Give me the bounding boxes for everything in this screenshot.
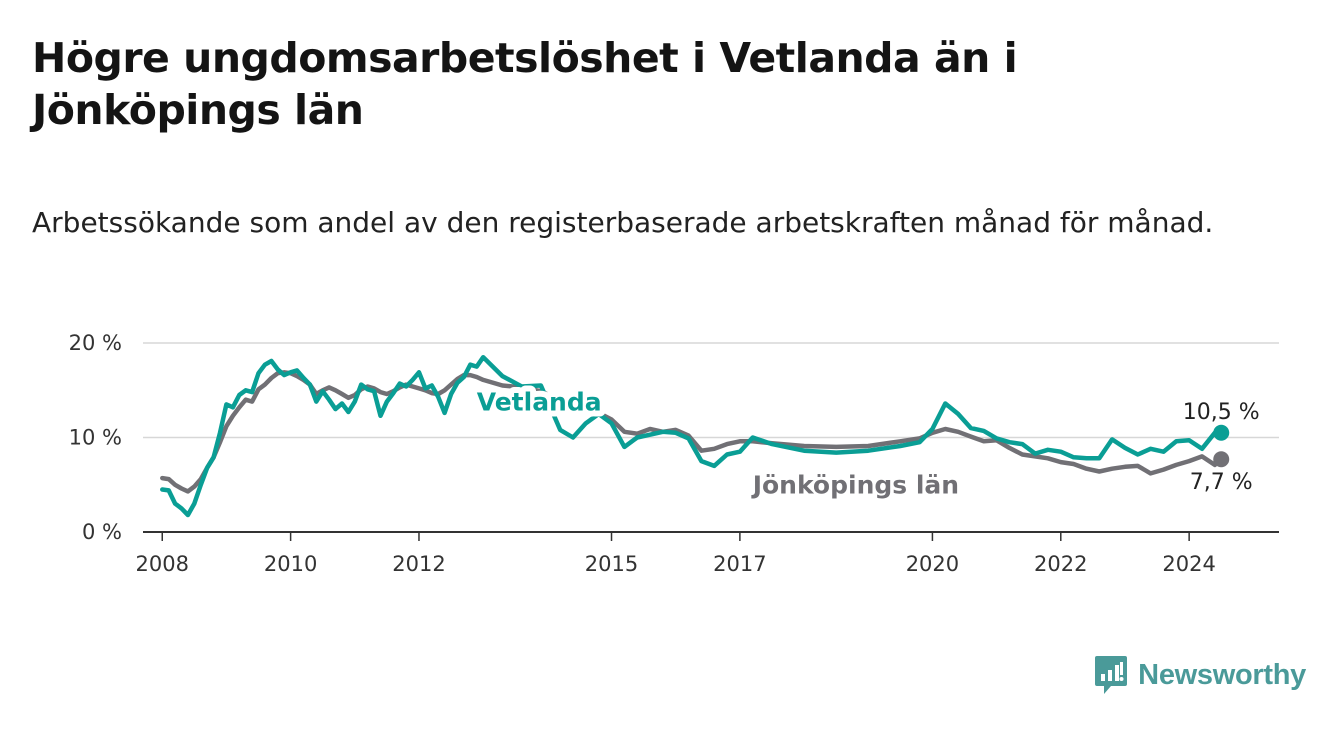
x-tick-label: 2024 xyxy=(1162,552,1215,576)
x-tick-label: 2017 xyxy=(713,552,766,576)
y-tick-label: 0 % xyxy=(82,520,122,544)
x-tick-label: 2012 xyxy=(392,552,445,576)
end-value-label-jonkopings-lan: 7,7 % xyxy=(1190,470,1253,495)
series-label-jonkopings-lan-halo: Jönköpings län xyxy=(751,470,959,499)
series-layer xyxy=(160,354,1230,518)
x-tick-label: 2020 xyxy=(906,552,959,576)
newsworthy-logo-icon xyxy=(1095,656,1128,694)
grid-layer xyxy=(143,342,1279,439)
end-value-label-vetlanda: 10,5 % xyxy=(1183,400,1260,425)
x-tick-label: 2008 xyxy=(136,552,189,576)
series-end-point xyxy=(1213,451,1230,468)
y-tick-label: 10 % xyxy=(69,426,122,450)
brand-name: Newsworthy xyxy=(1138,658,1306,691)
x-tick-label: 2015 xyxy=(585,552,638,576)
series-line-vetlanda xyxy=(160,354,1224,518)
series-end-point xyxy=(1213,424,1230,441)
series-label-vetlanda: Vetlanda xyxy=(477,388,602,417)
y-tick-label: 20 % xyxy=(69,331,122,355)
series-label-vetlanda-halo: Vetlanda xyxy=(477,388,602,417)
x-tick-label: 2022 xyxy=(1034,552,1087,576)
series-line-jonkopings-lan xyxy=(160,370,1224,494)
series-label-jonkopings-lan: Jönköpings län xyxy=(751,470,959,499)
x-tick-label: 2010 xyxy=(264,552,317,576)
page-title: Högre ungdomsarbetslöshet i Vetlanda än … xyxy=(32,34,1018,134)
newsworthy-brand: Newsworthy xyxy=(1094,654,1306,696)
axis-layer: 0 % 10 % 20 % 2008 2010 2012 2015 2017 2020 2022 2… xyxy=(69,331,1279,576)
page-subtitle: Arbetssökande som andel av den registerb… xyxy=(32,206,1214,239)
